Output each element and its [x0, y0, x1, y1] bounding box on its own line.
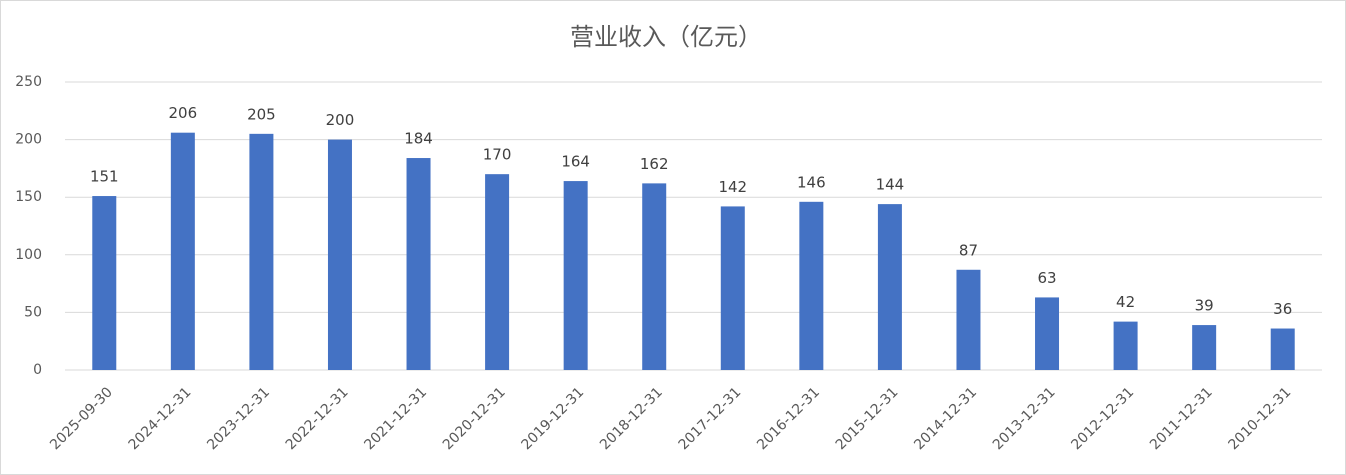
data-label: 63 — [1037, 269, 1056, 287]
bar — [956, 269, 981, 370]
bar — [327, 139, 352, 370]
data-label: 142 — [718, 178, 747, 196]
data-label: 42 — [1116, 293, 1135, 311]
bar — [720, 206, 745, 370]
bar — [563, 181, 588, 370]
data-label: 164 — [561, 153, 590, 171]
y-tick-label: 250 — [15, 74, 42, 90]
data-label: 146 — [797, 173, 826, 191]
bar — [485, 174, 510, 370]
y-tick-label: 150 — [15, 189, 42, 205]
data-label: 151 — [90, 168, 119, 186]
y-tick-label: 0 — [33, 362, 42, 378]
data-label: 170 — [483, 146, 512, 164]
data-label: 39 — [1195, 297, 1214, 315]
chart-title: 营业收入（亿元） — [570, 23, 762, 51]
bar — [642, 183, 667, 370]
bar — [170, 132, 195, 370]
bar — [1113, 321, 1138, 370]
bar — [877, 204, 902, 370]
bar — [1192, 325, 1217, 370]
data-label: 87 — [959, 241, 978, 259]
data-label: 205 — [247, 105, 276, 123]
data-label: 184 — [404, 130, 433, 148]
bar — [92, 196, 117, 370]
y-tick-label: 200 — [15, 132, 42, 148]
bar — [406, 158, 431, 370]
y-tick-label: 50 — [24, 304, 42, 320]
data-label: 36 — [1273, 300, 1292, 318]
bar — [249, 133, 274, 370]
bar — [1270, 328, 1295, 370]
data-label: 200 — [326, 111, 355, 129]
bar — [1035, 297, 1060, 370]
bar — [799, 201, 824, 370]
data-label: 162 — [640, 155, 669, 173]
data-label: 144 — [876, 176, 905, 194]
data-label: 206 — [169, 104, 198, 122]
y-tick-label: 100 — [15, 247, 42, 263]
